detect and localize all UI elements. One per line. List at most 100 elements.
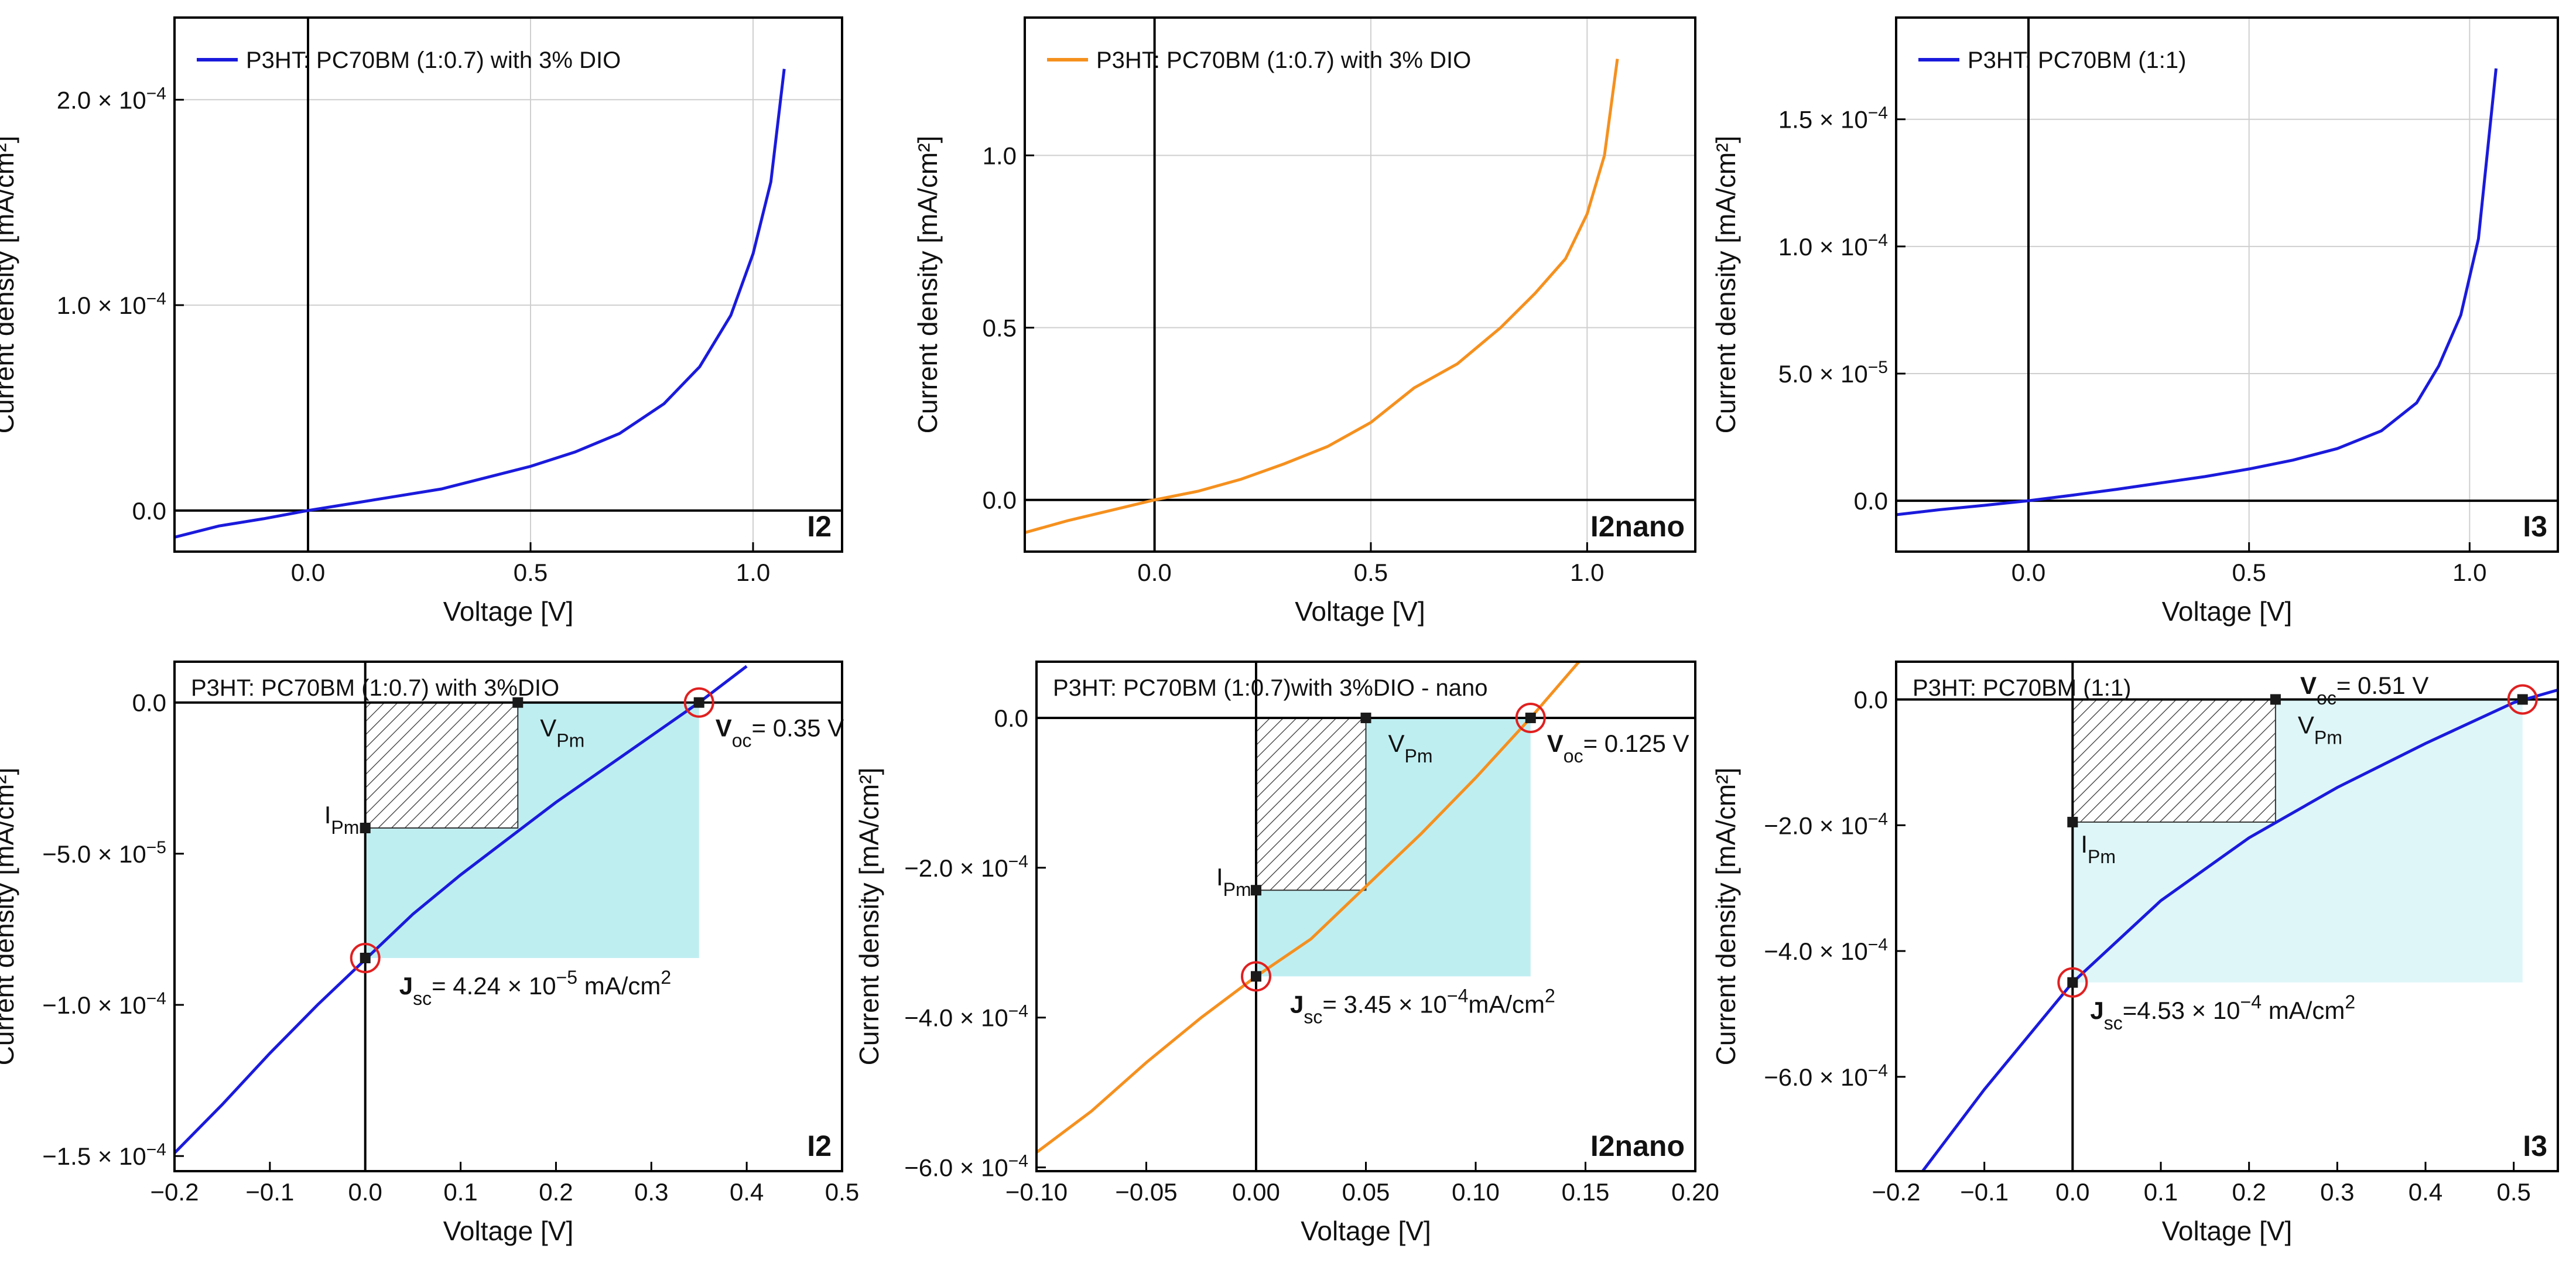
data-series-line <box>1896 68 2498 516</box>
x-tick-label: 0.0 <box>1137 559 1171 586</box>
y-tick-label: 1.0 × 10−4 <box>57 289 166 320</box>
jsc-label: Jsc= 3.45 × 10−4mA/cm2 <box>1290 985 1555 1027</box>
x-tick-label: 1.0 <box>736 559 770 586</box>
x-tick-label: −0.10 <box>1005 1178 1068 1206</box>
x-tick-label: −0.2 <box>150 1178 199 1206</box>
x-axis-title: Voltage [V] <box>2162 596 2293 627</box>
y-tick-label: −6.0 × 10−4 <box>904 1151 1028 1182</box>
device-tag-i3: I3 <box>2523 1130 2547 1162</box>
x-tick-label: 0.1 <box>2144 1178 2178 1206</box>
panel-caption: P3HT: PC70BM (1:0.7)with 3%DIO - nano <box>1053 675 1488 701</box>
x-axis-title: Voltage [V] <box>443 1216 574 1246</box>
x-tick-label: 0.3 <box>2320 1178 2354 1206</box>
x-tick-label: 0.1 <box>443 1178 477 1206</box>
data-series-line <box>175 69 786 539</box>
device-tag-i2nano: I2nano <box>1590 510 1685 543</box>
plot-frame <box>1024 16 1696 553</box>
ipm-point <box>360 822 371 833</box>
y-tick-label: 0.0 <box>994 704 1028 732</box>
x-tick-label: 0.5 <box>514 559 548 586</box>
panel-caption: P3HT: PC70BM (1:0.7) with 3%DIO <box>191 675 559 701</box>
y-tick-label: 0.0 <box>1854 686 1888 713</box>
y-tick-label: 2.0 × 10−4 <box>57 84 166 114</box>
x-tick-label: 0.10 <box>1452 1178 1500 1206</box>
max-power-rectangle <box>2072 699 2276 823</box>
y-tick-label: 1.0 <box>983 142 1017 169</box>
y-tick-label: 1.0 × 10−4 <box>1778 230 1888 261</box>
ipm-point <box>1251 885 1261 896</box>
voc-highlight-circle <box>683 687 714 718</box>
legend-label: P3HT: PC70BM (1:1) <box>1968 47 2186 73</box>
chart-panel-i2nano-fourth-quadrant: VPm IPm Jsc= 3.45 × 10−4mA/cm2 Voc= 0.125 V… <box>854 661 1719 1246</box>
chart-panel-i2-forward: 0.0 0.5 1.0 0.0 1.0 × 10−4 2.0 × 10−4 Voltage … <box>0 16 843 627</box>
y-tick-label: 0.0 <box>983 487 1017 514</box>
x-tick-label: 0.4 <box>2409 1178 2442 1206</box>
y-tick-label: −1.5 × 10−4 <box>42 1140 166 1171</box>
device-tag-i2: I2 <box>807 510 832 543</box>
voc-point <box>693 697 704 708</box>
x-tick-label: −0.05 <box>1115 1178 1177 1206</box>
x-tick-label: 0.5 <box>1354 559 1388 586</box>
vpm-label: VPm <box>540 714 584 751</box>
vpm-label: VPm <box>2298 711 2342 748</box>
x-axis-title: Voltage [V] <box>1295 596 1425 627</box>
device-tag-i2: I2 <box>807 1130 832 1162</box>
plot-frame <box>1895 16 2559 553</box>
voc-highlight-circle <box>1515 702 1546 733</box>
y-tick-label: 0.0 <box>132 689 166 717</box>
jsc-point <box>360 952 371 963</box>
vpm-point <box>512 697 524 708</box>
voc-highlight-circle <box>2507 684 2538 715</box>
y-axis-title: Current density [mA/cm²] <box>0 136 19 434</box>
x-tick-label: −0.2 <box>1872 1178 1921 1206</box>
x-tick-label: 0.2 <box>2232 1178 2266 1206</box>
plot-frame <box>173 661 843 1172</box>
device-tag-i2nano: I2nano <box>1590 1130 1685 1162</box>
data-series-line <box>1025 59 1619 535</box>
x-tick-label: 1.0 <box>1570 559 1604 586</box>
x-tick-label: 0.0 <box>2011 559 2045 586</box>
jsc-point <box>2067 977 2078 988</box>
voc-point <box>2517 694 2528 705</box>
max-power-rectangle <box>1255 717 1367 891</box>
data-series-line <box>1921 688 2558 1171</box>
x-tick-label: 0.0 <box>2055 1178 2089 1206</box>
x-tick-label: 0.00 <box>1232 1178 1280 1206</box>
y-axis-title: Current density [mA/cm²] <box>912 136 943 434</box>
legend-label: P3HT: PC70BM (1:0.7) with 3% DIO <box>246 47 621 73</box>
x-tick-label: −0.1 <box>245 1178 294 1206</box>
x-axis-title: Voltage [V] <box>1301 1216 1431 1246</box>
y-tick-label: −4.0 × 10−4 <box>904 1001 1028 1032</box>
x-tick-label: 1.0 <box>2452 559 2486 586</box>
vpm-label: VPm <box>1388 730 1433 767</box>
vpm-point <box>1360 712 1371 723</box>
y-tick-label: −5.0 × 10−5 <box>42 837 166 868</box>
voc-label: Voc= 0.35 V <box>716 714 844 751</box>
ipm-label: IPm <box>2081 830 2116 867</box>
y-axis-title: Current density [mA/cm²] <box>1711 136 1741 434</box>
voc-label: Voc= 0.51 V <box>2300 672 2428 709</box>
ipm-point <box>2067 816 2078 827</box>
x-tick-label: −0.1 <box>1960 1178 2009 1206</box>
x-tick-label: 0.0 <box>348 1178 382 1206</box>
jsc-label: Jsc=4.53 × 10−4 mA/cm2 <box>2090 991 2355 1034</box>
device-tag-i3: I3 <box>2523 510 2547 543</box>
x-tick-label: 0.5 <box>2496 1178 2530 1206</box>
y-tick-label: −2.0 × 10−4 <box>1764 809 1888 840</box>
jsc-highlight-circle <box>350 942 381 973</box>
y-tick-label: −2.0 × 10−4 <box>904 851 1028 882</box>
y-tick-label: 0.0 <box>132 497 166 525</box>
max-power-rectangle <box>364 702 519 829</box>
voc-point <box>1525 712 1536 723</box>
y-axis-title: Current density [mA/cm²] <box>854 768 884 1066</box>
y-tick-label: 1.5 × 10−4 <box>1778 103 1888 134</box>
x-tick-label: 0.15 <box>1562 1178 1610 1206</box>
y-axis-title: Current density [mA/cm²] <box>1711 768 1741 1066</box>
data-series-line <box>1036 662 1581 1154</box>
panel-caption: P3HT: PC70BM (1:1) <box>1913 675 2131 701</box>
x-tick-label: 0.5 <box>2232 559 2266 586</box>
jsc-point <box>1251 971 1261 982</box>
chart-panel-i2nano-forward: 0.0 0.5 1.0 0.0 0.5 1.0 Voltage [V] Current den… <box>912 16 1696 627</box>
ipm-label: IPm <box>324 801 360 838</box>
plot-frame <box>1895 661 2559 1172</box>
